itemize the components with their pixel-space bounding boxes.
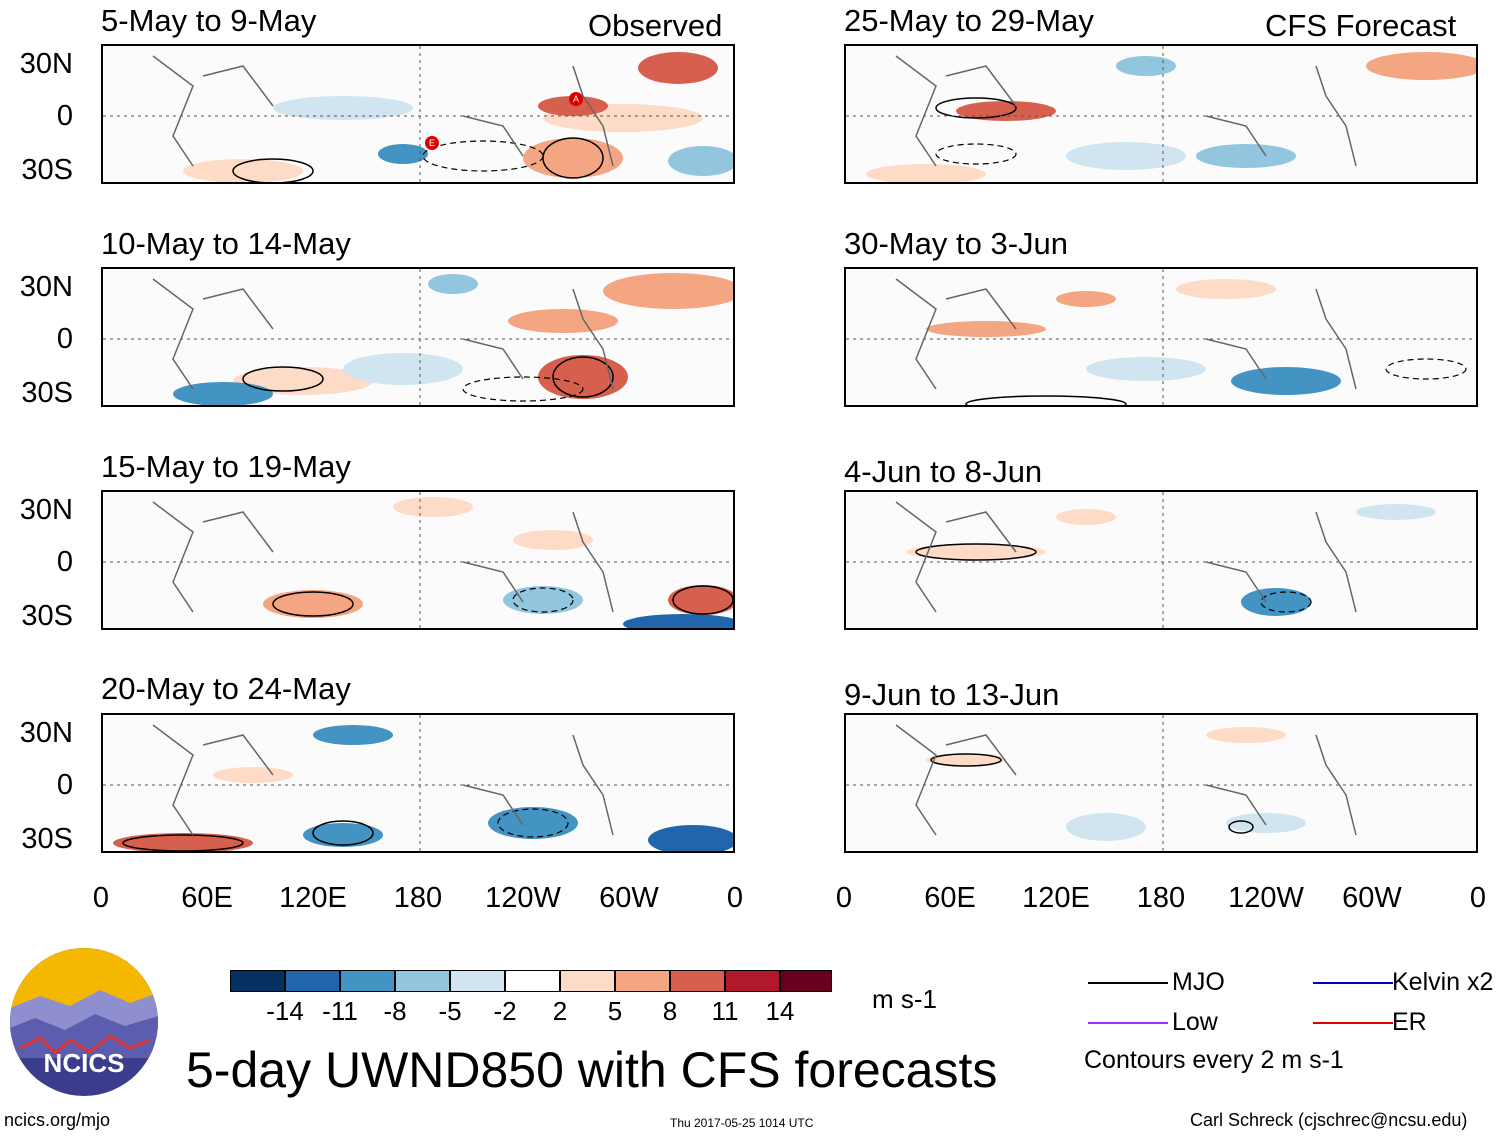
forecast-panel-4-title: 9-Jun to 13-Jun — [844, 677, 1060, 712]
colorbar-swatch — [670, 970, 725, 992]
observed-panel-4-title: 20-May to 24-May — [101, 671, 351, 706]
lon-label: 60W — [1342, 882, 1402, 914]
observed-panel-3-title: 15-May to 19-May — [101, 449, 351, 484]
lat-label-0: 0 — [56, 100, 73, 132]
lat-label-0: 0 — [56, 323, 73, 355]
legend-swatch-mjo — [1088, 982, 1168, 984]
forecast-label: CFS Forecast — [1265, 8, 1457, 43]
forecast-map-1 — [844, 44, 1478, 184]
lat-label-30n: 30N — [19, 48, 73, 80]
lat-label-30s: 30S — [21, 823, 73, 855]
observed-map-1: A E — [101, 44, 735, 184]
lon-label: 0 — [92, 882, 110, 914]
lon-label: 120W — [1228, 882, 1304, 914]
observed-map-2 — [101, 267, 735, 407]
colorbar-units: m s-1 — [872, 984, 937, 1014]
colorbar-label: -14 — [266, 996, 304, 1026]
colorbar-label: 14 — [765, 996, 795, 1026]
forecast-panel-1-title: 25-May to 29-May — [844, 3, 1094, 38]
legend-swatch-er — [1313, 1022, 1393, 1024]
lat-label-30n: 30N — [19, 271, 73, 303]
lon-label: 60E — [181, 882, 233, 914]
colorbar-label: -2 — [493, 996, 517, 1026]
colorbar-swatch — [780, 970, 832, 992]
colorbar-label: 11 — [711, 996, 739, 1026]
lat-label-30s: 30S — [21, 377, 73, 409]
colorbar-label: 2 — [552, 996, 568, 1026]
lat-label-0: 0 — [56, 769, 73, 801]
lon-label: 120E — [1022, 882, 1090, 914]
lat-label-30n: 30N — [19, 717, 73, 749]
colorbar-swatch — [725, 970, 780, 992]
ncics-logo: NCICS — [10, 948, 158, 1096]
colorbar-label: -11 — [322, 996, 358, 1026]
storm-marker-a: A — [569, 92, 583, 106]
colorbar-label: -8 — [383, 996, 407, 1026]
lon-label: 180 — [393, 882, 443, 914]
legend-label-kelvin: Kelvin x2 — [1392, 968, 1494, 996]
lon-label: 120W — [485, 882, 561, 914]
storm-marker-e: E — [425, 136, 439, 150]
forecast-panel-3-title: 4-Jun to 8-Jun — [844, 454, 1043, 489]
lon-label: 60W — [599, 882, 659, 914]
observed-label: Observed — [588, 8, 723, 43]
colorbar-label: 8 — [662, 996, 678, 1026]
colorbar-swatch — [395, 970, 450, 992]
colorbar-swatch — [340, 970, 395, 992]
observed-map-4 — [101, 713, 735, 853]
colorbar-swatch — [285, 970, 340, 992]
footer-timestamp: Thu 2017-05-25 1014 UTC — [670, 1116, 814, 1130]
lon-label: 0 — [726, 882, 744, 914]
forecast-map-2 — [844, 267, 1478, 407]
legend-label-er: ER — [1392, 1008, 1427, 1036]
forecast-map-3 — [844, 490, 1478, 630]
colorbar-swatch — [450, 970, 505, 992]
lat-label-30s: 30S — [21, 154, 73, 186]
legend-label-low: Low — [1172, 1008, 1218, 1036]
legend-label-mjo: MJO — [1172, 968, 1225, 996]
figure-title: 5-day UWND850 with CFS forecasts — [186, 1042, 998, 1098]
lat-label-30n: 30N — [19, 494, 73, 526]
colorbar-swatch — [230, 970, 285, 992]
legend-swatch-kelvin — [1313, 982, 1393, 984]
observed-map-3 — [101, 490, 735, 630]
logo-text: NCICS — [43, 1048, 125, 1078]
legend-swatch-low — [1088, 1022, 1168, 1024]
legend-note: Contours every 2 m s-1 — [1084, 1046, 1344, 1074]
lon-label: 0 — [1469, 882, 1487, 914]
observed-panel-2-title: 10-May to 14-May — [101, 226, 351, 261]
colorbar-label: 5 — [607, 996, 623, 1026]
lon-label: 60E — [924, 882, 976, 914]
observed-panel-1-title: 5-May to 9-May — [101, 3, 317, 38]
colorbar-swatch — [560, 970, 615, 992]
colorbar-swatch — [615, 970, 670, 992]
lon-label: 180 — [1136, 882, 1186, 914]
lat-label-0: 0 — [56, 546, 73, 578]
colorbar-label: -5 — [438, 996, 462, 1026]
footer-url[interactable]: ncics.org/mjo — [4, 1110, 111, 1130]
lat-label-30s: 30S — [21, 600, 73, 632]
forecast-panel-2-title: 30-May to 3-Jun — [844, 226, 1068, 261]
colorbar-swatch — [505, 970, 560, 992]
forecast-map-4 — [844, 713, 1478, 853]
footer-author: Carl Schreck (cjschrec@ncsu.edu) — [1190, 1110, 1468, 1130]
lon-label: 0 — [835, 882, 853, 914]
lon-label: 120E — [279, 882, 347, 914]
